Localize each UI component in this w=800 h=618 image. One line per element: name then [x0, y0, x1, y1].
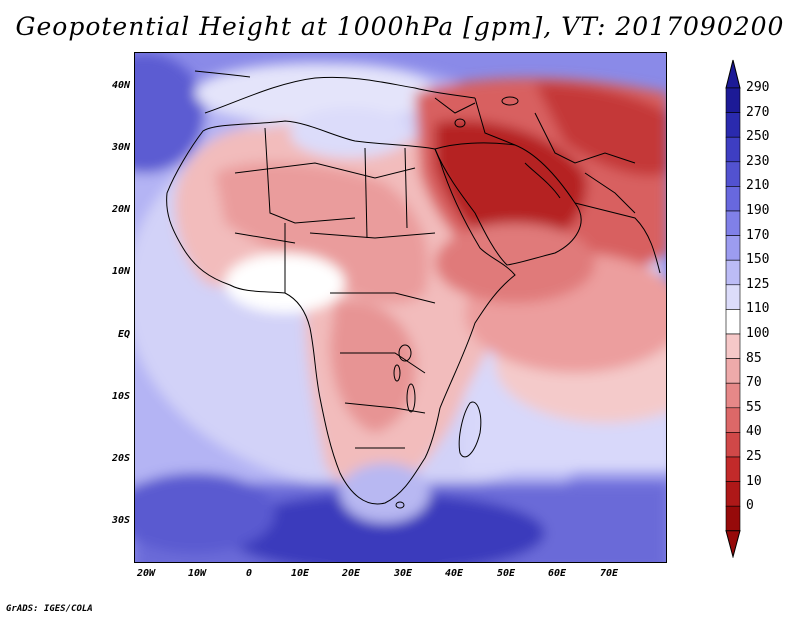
lat-label: 40N	[111, 80, 130, 91]
colorbar-label: 125	[746, 276, 770, 292]
colorbar-label: 100	[746, 326, 770, 341]
colorbar-label: 150	[746, 252, 770, 268]
lat-label: 20N	[111, 204, 130, 215]
lon-label: 30E	[393, 568, 413, 579]
map-title: Geopotential Height at 1000hPa [gpm], VT…	[15, 12, 785, 41]
colorbar-label: 0	[746, 498, 754, 514]
colorbar-label: 190	[746, 203, 770, 218]
lon-label: 10W	[187, 568, 207, 579]
map-plot-area	[134, 52, 667, 563]
colorbar-segment	[725, 407, 741, 433]
colorbar-segment	[725, 358, 741, 384]
colorbar-segment	[725, 309, 741, 335]
colorbar-segment	[725, 210, 741, 236]
colorbar-segment	[725, 87, 741, 113]
colorbar-segment	[725, 259, 741, 286]
colorbar-label: 270	[746, 104, 770, 120]
colorbar	[725, 59, 741, 558]
lon-label: 60E	[547, 568, 567, 579]
colorbar-segment	[725, 456, 741, 482]
geopotential-map	[135, 53, 666, 562]
colorbar-label: 25	[746, 449, 762, 464]
lat-label: EQ	[117, 329, 130, 340]
colorbar-label: 290	[746, 80, 770, 95]
colorbar-segment	[725, 161, 741, 187]
colorbar-segment	[725, 505, 741, 532]
colorbar-bottom-arrow	[725, 530, 741, 558]
lon-label: 70E	[599, 568, 619, 579]
lat-label: 10N	[111, 266, 130, 277]
lon-label: 20E	[341, 568, 361, 579]
colorbar-segment	[725, 382, 741, 409]
colorbar-label: 55	[746, 399, 762, 415]
lon-label: 40E	[444, 568, 464, 579]
colorbar-label: 170	[746, 227, 770, 243]
lon-label: 50E	[496, 568, 516, 579]
lon-label: 10E	[290, 568, 310, 579]
colorbar-segment	[725, 284, 741, 310]
colorbar-label: 10	[746, 473, 762, 489]
colorbar-segment	[725, 112, 741, 138]
colorbar-label: 40	[746, 424, 762, 440]
colorbar-label: 85	[746, 350, 762, 366]
coastlines	[166, 70, 661, 509]
colorbar-segment	[725, 186, 741, 212]
lat-label: 30S	[111, 515, 130, 526]
field-shading	[135, 53, 666, 562]
colorbar-segment	[725, 432, 741, 458]
colorbar-label: 110	[746, 301, 770, 317]
colorbar-segment	[725, 333, 741, 359]
colorbar-label: 250	[746, 129, 770, 145]
lon-label: 0	[245, 568, 253, 579]
credit-text: GrADS: IGES/COLA	[6, 604, 93, 614]
lat-label: 20S	[111, 453, 130, 464]
colorbar-segment	[725, 481, 741, 507]
lat-label: 30N	[111, 142, 130, 153]
colorbar-top-arrow	[725, 59, 741, 89]
colorbar-label: 70	[746, 375, 762, 391]
colorbar-label: 230	[746, 153, 770, 169]
colorbar-label: 210	[746, 178, 770, 194]
colorbar-segment	[725, 136, 741, 163]
lon-label: 20W	[136, 568, 156, 579]
lat-label: 10S	[111, 391, 130, 402]
colorbar-segment	[725, 235, 741, 261]
